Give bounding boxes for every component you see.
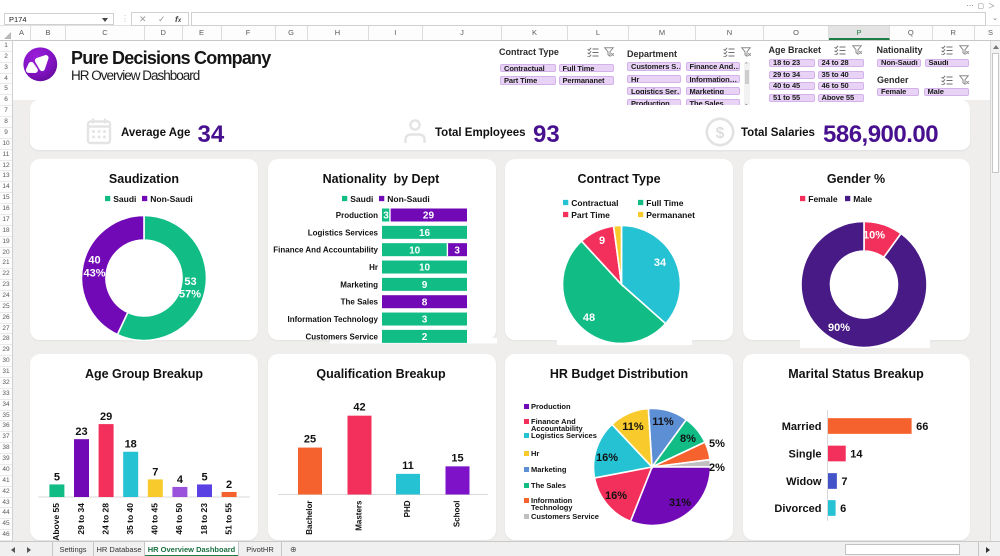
svg-text:School: School xyxy=(453,501,462,528)
svg-text:11%: 11% xyxy=(622,421,644,433)
svg-text:The Sales: The Sales xyxy=(341,298,379,307)
svg-text:4: 4 xyxy=(177,474,184,486)
svg-text:PHD: PHD xyxy=(403,500,412,517)
svg-text:Permananet: Permananet xyxy=(646,210,695,220)
svg-text:8%: 8% xyxy=(680,433,696,445)
svg-text:15: 15 xyxy=(451,452,463,464)
svg-text:3: 3 xyxy=(454,245,460,256)
svg-text:90%: 90% xyxy=(828,322,850,334)
svg-text:35 to 40: 35 to 40 xyxy=(125,503,135,535)
svg-text:Logistics Services: Logistics Services xyxy=(531,431,597,440)
svg-text:Information: Information xyxy=(531,496,573,505)
svg-text:Full Time: Full Time xyxy=(646,198,683,208)
svg-text:3: 3 xyxy=(383,211,389,222)
svg-text:14: 14 xyxy=(850,449,863,461)
svg-text:11: 11 xyxy=(402,460,414,472)
svg-text:9: 9 xyxy=(599,235,605,247)
svg-text:43%: 43% xyxy=(83,268,105,280)
svg-text:10: 10 xyxy=(409,245,421,256)
svg-text:29 to 34: 29 to 34 xyxy=(76,503,86,535)
svg-text:Finance And Accountability: Finance And Accountability xyxy=(273,246,378,255)
svg-text:Contractual: Contractual xyxy=(571,198,618,208)
svg-text:Widow: Widow xyxy=(786,476,822,488)
svg-text:5: 5 xyxy=(54,471,60,483)
svg-text:6: 6 xyxy=(840,503,846,515)
svg-text:66: 66 xyxy=(916,421,928,433)
svg-text:5%: 5% xyxy=(709,438,725,450)
svg-text:Hr: Hr xyxy=(531,449,539,458)
svg-text:Logistics Services: Logistics Services xyxy=(308,228,379,237)
svg-text:9: 9 xyxy=(422,280,428,291)
svg-text:57%: 57% xyxy=(179,289,201,301)
svg-text:23: 23 xyxy=(75,426,87,438)
svg-text:16%: 16% xyxy=(596,452,618,464)
svg-text:Saudi: Saudi xyxy=(113,194,136,204)
svg-text:Production: Production xyxy=(336,211,378,220)
svg-text:Above 55: Above 55 xyxy=(51,503,61,541)
svg-text:2: 2 xyxy=(226,479,232,491)
svg-text:Saudi: Saudi xyxy=(350,194,373,204)
svg-text:Bachelor: Bachelor xyxy=(305,501,314,535)
svg-text:Qualification Breakup: Qualification Breakup xyxy=(316,367,446,381)
svg-text:Customers Service: Customers Service xyxy=(306,332,379,341)
svg-text:16: 16 xyxy=(419,228,431,239)
svg-text:40: 40 xyxy=(88,255,100,267)
svg-text:Non-Saudi: Non-Saudi xyxy=(387,194,430,204)
svg-text:5: 5 xyxy=(201,471,207,483)
svg-text:Customers Service: Customers Service xyxy=(531,512,599,521)
svg-text:53: 53 xyxy=(184,276,196,288)
svg-text:24 to 28: 24 to 28 xyxy=(100,503,110,535)
svg-text:10%: 10% xyxy=(863,230,885,242)
svg-text:Single: Single xyxy=(788,449,821,461)
svg-text:Married: Married xyxy=(782,421,822,433)
svg-text:51 to 55: 51 to 55 xyxy=(223,503,233,535)
svg-text:Female: Female xyxy=(808,194,838,204)
svg-text:Age Group Breakup: Age Group Breakup xyxy=(85,367,203,381)
svg-text:Marital Status Breakup: Marital Status Breakup xyxy=(788,367,924,381)
svg-text:Information Technology: Information Technology xyxy=(287,315,378,324)
svg-text:Production: Production xyxy=(531,402,571,411)
svg-text:HR Budget Distribution: HR Budget Distribution xyxy=(550,367,688,381)
svg-text:31%: 31% xyxy=(669,497,691,509)
svg-text:16%: 16% xyxy=(605,490,627,502)
svg-text:48: 48 xyxy=(583,312,595,324)
svg-text:Divorced: Divorced xyxy=(774,503,821,515)
svg-text:10: 10 xyxy=(419,263,431,274)
svg-text:Nationality by Dept: Nationality by Dept xyxy=(323,172,441,186)
svg-text:7: 7 xyxy=(152,466,158,478)
svg-text:11%: 11% xyxy=(652,416,674,428)
svg-text:8: 8 xyxy=(422,297,428,308)
svg-text:Technology: Technology xyxy=(531,503,573,512)
svg-text:29: 29 xyxy=(100,411,112,423)
svg-text:The Sales: The Sales xyxy=(531,481,566,490)
svg-text:Marketing: Marketing xyxy=(531,465,567,474)
svg-text:7: 7 xyxy=(841,476,847,488)
svg-text:Male: Male xyxy=(853,194,872,204)
svg-text:Masters: Masters xyxy=(355,500,364,531)
svg-text:Saudization: Saudization xyxy=(109,172,179,186)
svg-text:2%: 2% xyxy=(709,462,725,474)
svg-text:Finance And: Finance And xyxy=(531,417,576,426)
svg-text:$: $ xyxy=(716,125,725,142)
svg-text:42: 42 xyxy=(353,402,365,414)
svg-text:40 to 45: 40 to 45 xyxy=(150,503,160,535)
svg-text:Accountability: Accountability xyxy=(531,424,584,433)
svg-text:Gender %: Gender % xyxy=(827,172,885,186)
svg-text:Part Time: Part Time xyxy=(571,210,610,220)
svg-text:Hr: Hr xyxy=(369,263,378,272)
svg-text:34: 34 xyxy=(654,257,667,269)
svg-text:3: 3 xyxy=(422,315,428,326)
svg-text:Non-Saudi: Non-Saudi xyxy=(150,194,193,204)
svg-text:18: 18 xyxy=(125,439,137,451)
svg-text:Contract Type: Contract Type xyxy=(577,172,660,186)
svg-text:18 to 23: 18 to 23 xyxy=(199,503,209,535)
svg-text:2: 2 xyxy=(422,332,428,343)
svg-text:46 to 50: 46 to 50 xyxy=(174,503,184,535)
svg-text:25: 25 xyxy=(304,434,316,446)
svg-text:29: 29 xyxy=(423,211,435,222)
svg-text:Marketing: Marketing xyxy=(340,280,378,289)
